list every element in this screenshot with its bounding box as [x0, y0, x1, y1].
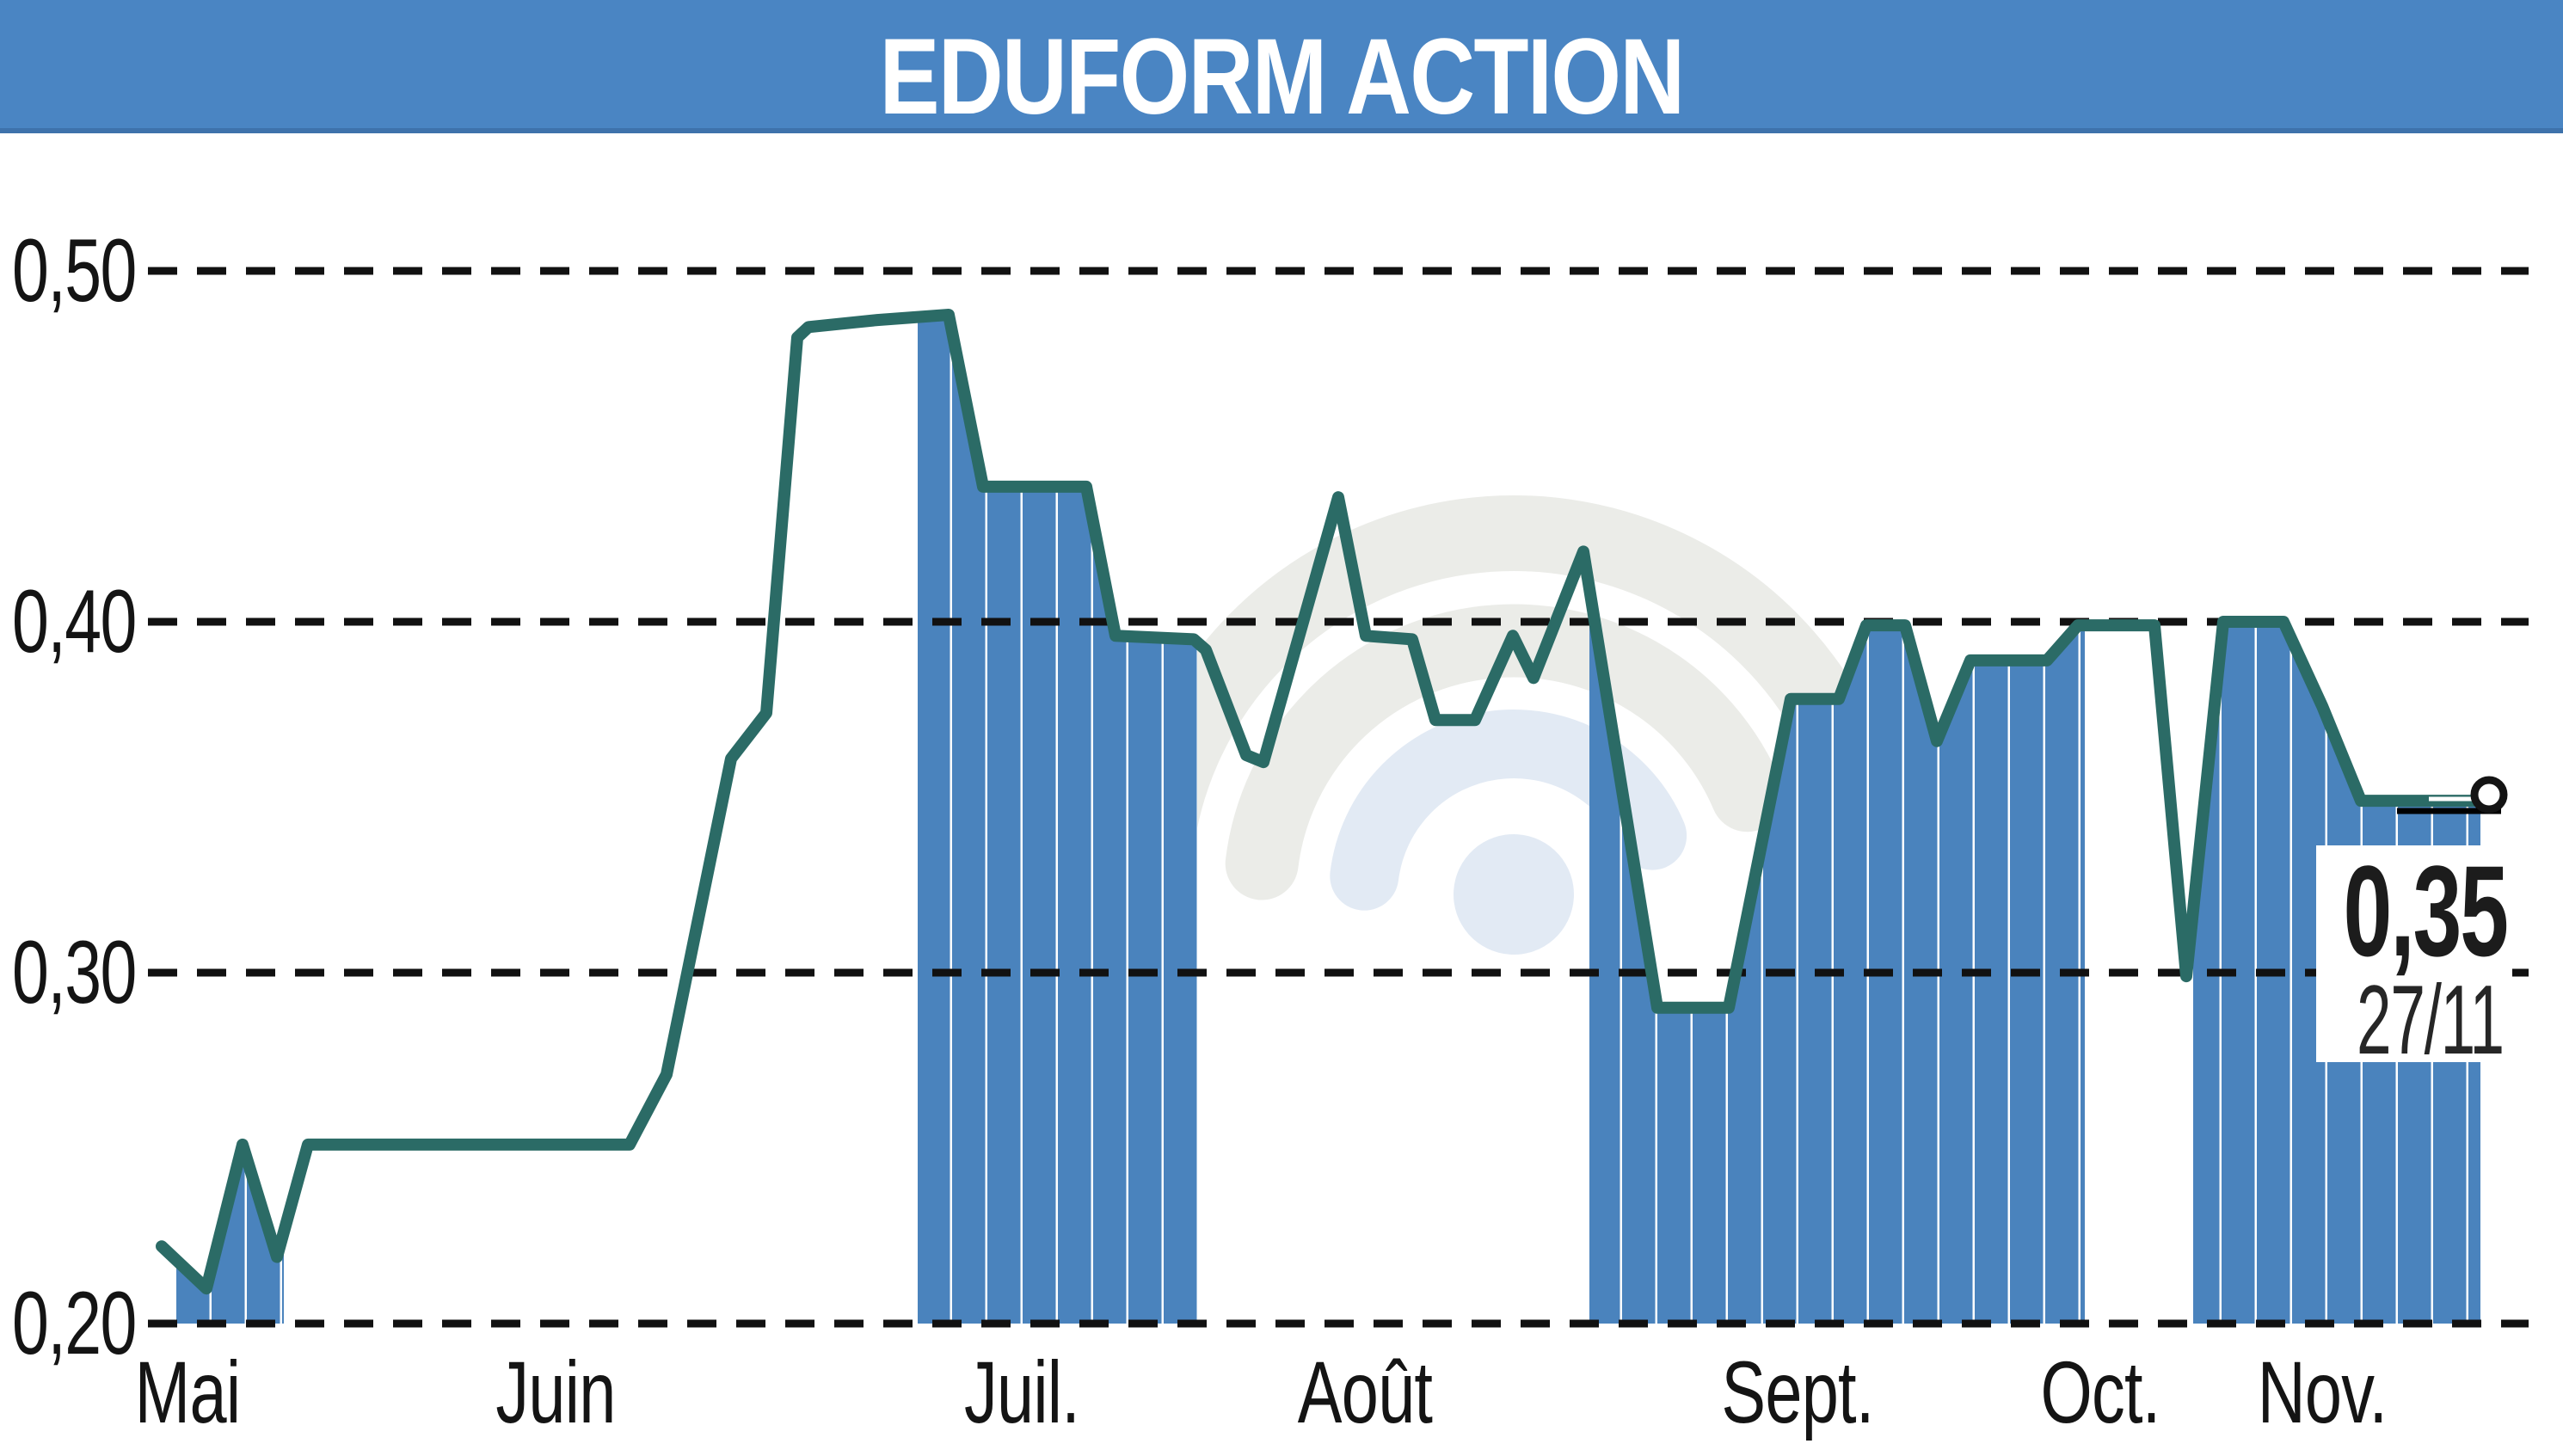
- chart-title: EDUFORM ACTION: [879, 17, 1685, 137]
- last-price-callout: 0,35 27/11: [2316, 839, 2512, 1075]
- x-tick-label-Août: Août: [1297, 1343, 1433, 1441]
- last-point-marker: [2470, 776, 2508, 814]
- y-tick-label: 0,50: [12, 221, 137, 321]
- y-tick-label: 0,20: [12, 1274, 137, 1373]
- price-line: [156, 309, 2486, 1295]
- y-tick-label: 0,40: [12, 572, 137, 672]
- last-price-value: 0,35: [2343, 839, 2509, 983]
- x-tick-label-Mai: Mai: [134, 1343, 241, 1441]
- x-tick-label-Oct: Oct.: [2040, 1343, 2160, 1441]
- volume-area-fill: [175, 315, 2480, 1324]
- x-tick-label-Sept: Sept.: [1721, 1343, 1874, 1441]
- last-price-date: 27/11: [2357, 966, 2505, 1075]
- x-tick-label-Juin: Juin: [495, 1343, 616, 1441]
- x-tick-label-Juil: Juil.: [963, 1343, 1080, 1441]
- y-tick-label: 0,30: [12, 923, 137, 1023]
- x-tick-label-Nov: Nov.: [2257, 1343, 2388, 1441]
- title-bar: EDUFORM ACTION: [0, 0, 2563, 137]
